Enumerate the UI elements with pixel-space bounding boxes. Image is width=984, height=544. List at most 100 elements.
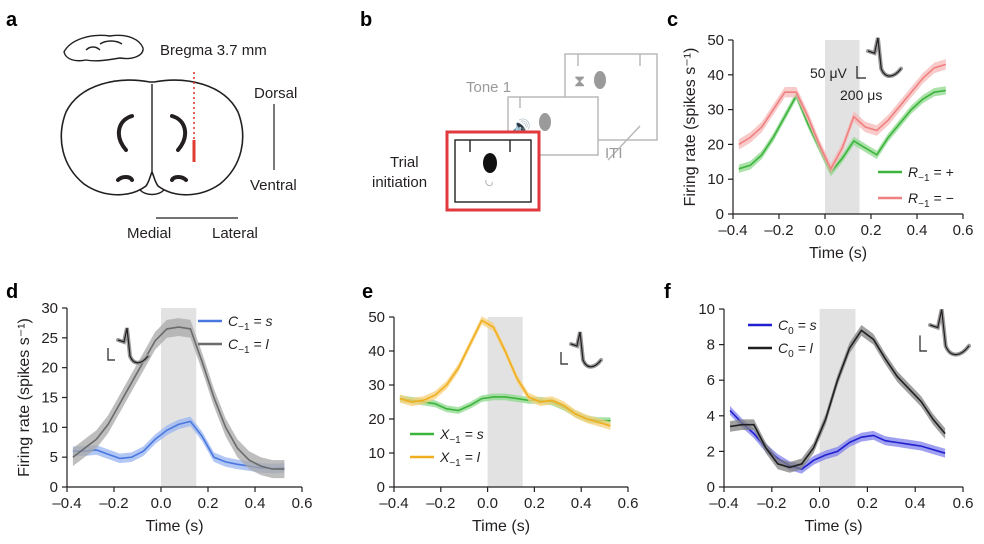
y-tick-label: 40 [707,67,724,84]
y-tick-label: 50 [707,32,724,49]
x-tick-label: 0.0 [815,222,836,239]
x-tick-label: 0.2 [857,495,878,512]
trial-label-line2: initiation [372,174,427,191]
panel-e-label: e [362,281,373,303]
legend-entry: C0 = l [778,340,814,360]
x-tick-label: 0.4 [245,495,266,512]
x-axis-label: Time (s) [804,518,862,535]
scale-bar-voltage-label: 50 μV [810,65,848,81]
x-tick-label: –0.4 [52,495,81,512]
x-tick-label: 0.2 [524,495,545,512]
x-axis-label: Time (s) [145,518,203,535]
ventral-label: Ventral [250,177,297,194]
waveform-band [930,309,969,354]
mouse-icon-tone [539,113,551,131]
x-tick-label: –0.4 [379,495,408,512]
mouse-icon-iti [594,71,606,89]
x-tick-label: –0.2 [757,495,786,512]
panel-a: a Bregma 3.7 mm Dorsal Ventral Medial La… [6,9,297,242]
x-tick-label: –0.2 [764,222,793,239]
y-tick-label: 10 [707,171,724,188]
y-tick-label: 10 [41,419,58,436]
y-tick-label: 40 [368,343,385,360]
y-tick-label: 4 [707,408,715,425]
tone-label: Tone 1 [466,79,511,96]
y-tick-label: 8 [707,337,715,354]
y-tick-label: 20 [707,136,724,153]
hourglass-icon: ⧗ [574,73,585,90]
y-tick-label: 0 [50,479,58,496]
bregma-label: Bregma 3.7 mm [160,42,267,59]
legend-entry: C−1 = l [228,336,269,356]
medial-label: Medial [127,225,171,242]
panel-d-label: d [6,281,18,303]
legend-entry: X−1 = l [439,449,481,469]
x-tick-label: 0.6 [292,495,313,512]
x-tick-label: 0.4 [905,495,926,512]
scale-bar-time-label: 200 μs [840,87,882,103]
x-tick-label: 0.4 [571,495,592,512]
panel-c-label: c [667,9,678,31]
x-tick-label: –0.4 [709,495,738,512]
x-tick-label: 0.0 [809,495,830,512]
panel-f-label: f [664,281,671,303]
y-axis-label: Firing rate (spikes s⁻¹) [16,318,33,477]
waveform-icon [868,38,901,76]
dorsal-label: Dorsal [254,85,297,102]
scale-bar [920,335,927,351]
stimulus-window-shading [820,309,856,487]
chart-c: c –0.4 –0.2 0.0 0.2 0.4 0.6 0 10 20 30 40 50 Time (s)… [667,9,973,262]
waveform-band [868,38,901,76]
scale-bar [108,348,115,360]
x-tick-label: 0.4 [907,222,928,239]
y-tick-label: 20 [41,360,58,377]
y-axis-label: Firing rate (spikes s⁻¹) [682,48,699,207]
legend-entry: R−1 = + [908,164,954,184]
y-tick-label: 6 [707,372,715,389]
lateral-label: Lateral [212,225,258,242]
x-tick-label: –0.4 [718,222,747,239]
x-tick-label: 0.2 [861,222,882,239]
x-tick-label: 0.2 [198,495,219,512]
x-tick-label: 0.0 [151,495,172,512]
y-tick-label: 0 [707,479,715,496]
y-tick-label: 20 [368,411,385,428]
x-axis-label: Time (s) [809,245,867,262]
waveform-icon [930,309,969,354]
x-tick-label: –0.2 [426,495,455,512]
legend-entry: C0 = s [778,317,817,337]
panel-b: b ⧗ ITI 🔊 Tone 1 Trial initiation [360,9,657,210]
chart-e: e –0.4 –0.2 0.0 0.2 0.4 0.6 0 10 20 30 40 50 Time (s)… [362,281,638,535]
waveform-icon [571,332,601,367]
y-tick-label: 30 [41,300,58,317]
y-tick-label: 15 [41,390,58,407]
panel-b-label: b [360,9,372,31]
mouse-icon-initiation [483,153,497,173]
chart-f: f –0.4 –0.2 0.0 0.2 0.4 0.6 0 2 4 6 8 10 Time (s) C0 =… [664,281,973,535]
legend-entry: R−1 = − [908,190,954,210]
x-tick-label: 0.6 [618,495,639,512]
y-tick-label: 0 [377,479,385,496]
iti-label: ITI [605,145,623,162]
panel-a-label: a [6,9,18,31]
legend-entry: C−1 = s [228,313,273,333]
y-tick-label: 30 [368,377,385,394]
x-tick-label: 0.6 [953,495,974,512]
x-axis-label: Time (s) [472,518,530,535]
y-tick-label: 25 [41,330,58,347]
y-tick-label: 10 [698,301,715,318]
y-tick-label: 30 [707,102,724,119]
sagittal-brain-icon [64,35,143,61]
scale-bar [561,352,568,364]
y-tick-label: 0 [716,206,724,223]
x-tick-label: 0.6 [953,222,974,239]
x-tick-label: –0.2 [99,495,128,512]
trial-label-line1: Trial [390,154,419,171]
legend-entry: X−1 = s [439,426,484,446]
y-tick-label: 10 [368,445,385,462]
y-tick-label: 2 [707,443,715,460]
y-tick-label: 50 [368,309,385,326]
x-tick-label: 0.0 [477,495,498,512]
